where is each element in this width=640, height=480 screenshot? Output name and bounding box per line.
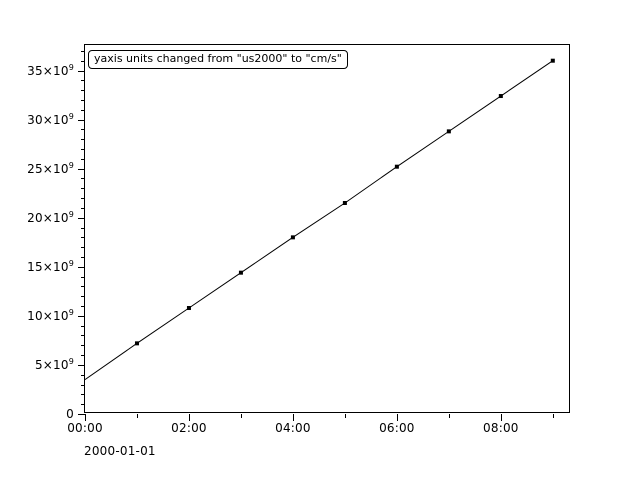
- y-tick-major: [78, 217, 85, 219]
- x-tick-label: 02:00: [171, 421, 207, 435]
- y-tick-minor: [81, 335, 85, 337]
- y-tick-minor: [81, 345, 85, 347]
- y-tick-major: [78, 266, 85, 268]
- x-tick-minor: [240, 414, 242, 418]
- y-tick-minor: [81, 139, 85, 141]
- y-tick-minor: [81, 158, 85, 160]
- x-tick-minor: [136, 414, 138, 418]
- data-point-marker: [394, 164, 399, 169]
- y-tick-minor: [81, 149, 85, 151]
- y-tick-minor: [81, 50, 85, 52]
- plot-frame: yaxis units changed from "us2000" to "cm…: [27, 44, 570, 435]
- y-tick-minor: [81, 306, 85, 308]
- x-tick-major: [188, 414, 190, 421]
- data-point-marker: [446, 129, 451, 134]
- y-tick-minor: [81, 237, 85, 239]
- y-tick-major: [78, 315, 85, 317]
- x-tick-minor: [552, 414, 554, 418]
- y-tick-minor: [81, 286, 85, 288]
- x-tick-major: [500, 414, 502, 421]
- series-markers: [134, 58, 555, 346]
- y-tick-minor: [81, 296, 85, 298]
- y-tick-minor: [81, 227, 85, 229]
- y-tick-minor: [81, 394, 85, 396]
- y-tick-minor: [81, 325, 85, 327]
- data-point-marker: [342, 201, 347, 205]
- y-tick-minor: [81, 374, 85, 376]
- data-point-marker: [134, 341, 139, 346]
- x-tick-label: 08:00: [483, 421, 519, 435]
- y-tick-major: [78, 364, 85, 366]
- data-point-marker: [186, 306, 191, 311]
- x-tick-label: 04:00: [275, 421, 311, 435]
- y-tick-minor: [81, 178, 85, 180]
- y-tick-label: 20×109: [27, 209, 74, 225]
- x-tick-major: [85, 414, 86, 421]
- y-tick-label: 0: [66, 407, 74, 421]
- y-tick-minor: [81, 109, 85, 111]
- y-tick-minor: [81, 247, 85, 249]
- y-tick-label: 10×109: [27, 307, 74, 323]
- y-tick-major: [78, 414, 85, 415]
- x-tick-minor: [448, 414, 450, 418]
- y-tick-minor: [81, 129, 85, 131]
- x-tick-major: [292, 414, 294, 421]
- x-tick-label: 00:00: [67, 421, 103, 435]
- data-point-marker: [290, 235, 295, 240]
- series-line: [85, 60, 554, 381]
- y-tick-major: [78, 168, 85, 170]
- y-tick-minor: [81, 256, 85, 258]
- y-tick-label: 15×109: [27, 258, 74, 274]
- y-tick-label: 30×109: [27, 111, 74, 127]
- y-tick-minor: [81, 198, 85, 200]
- y-tick-minor: [81, 60, 85, 62]
- y-tick-minor: [81, 355, 85, 357]
- y-tick-minor: [81, 188, 85, 190]
- y-tick-minor: [81, 404, 85, 406]
- y-tick-label: 5×109: [34, 356, 74, 372]
- y-tick-minor: [81, 276, 85, 278]
- x-axis-date-sublabel: 2000-01-01: [84, 444, 156, 458]
- x-tick-major: [396, 414, 398, 421]
- data-point-marker: [550, 58, 555, 63]
- series-yaxis: [85, 58, 555, 381]
- y-tick-minor: [81, 80, 85, 82]
- y-tick-minor: [81, 207, 85, 209]
- data-point-marker: [238, 270, 243, 275]
- y-tick-minor: [81, 99, 85, 101]
- plot-area: yaxis units changed from "us2000" to "cm…: [85, 45, 569, 412]
- y-tick-minor: [81, 90, 85, 92]
- y-tick-label: 25×109: [27, 160, 74, 176]
- y-tick-label: 35×109: [27, 62, 74, 78]
- y-tick-minor: [81, 384, 85, 386]
- y-tick-major: [78, 70, 85, 72]
- x-tick-label: 06:00: [379, 421, 415, 435]
- data-point-marker: [498, 94, 503, 99]
- y-tick-major: [78, 119, 85, 121]
- x-tick-minor: [344, 414, 346, 418]
- units-change-annotation: yaxis units changed from "us2000" to "cm…: [88, 50, 348, 69]
